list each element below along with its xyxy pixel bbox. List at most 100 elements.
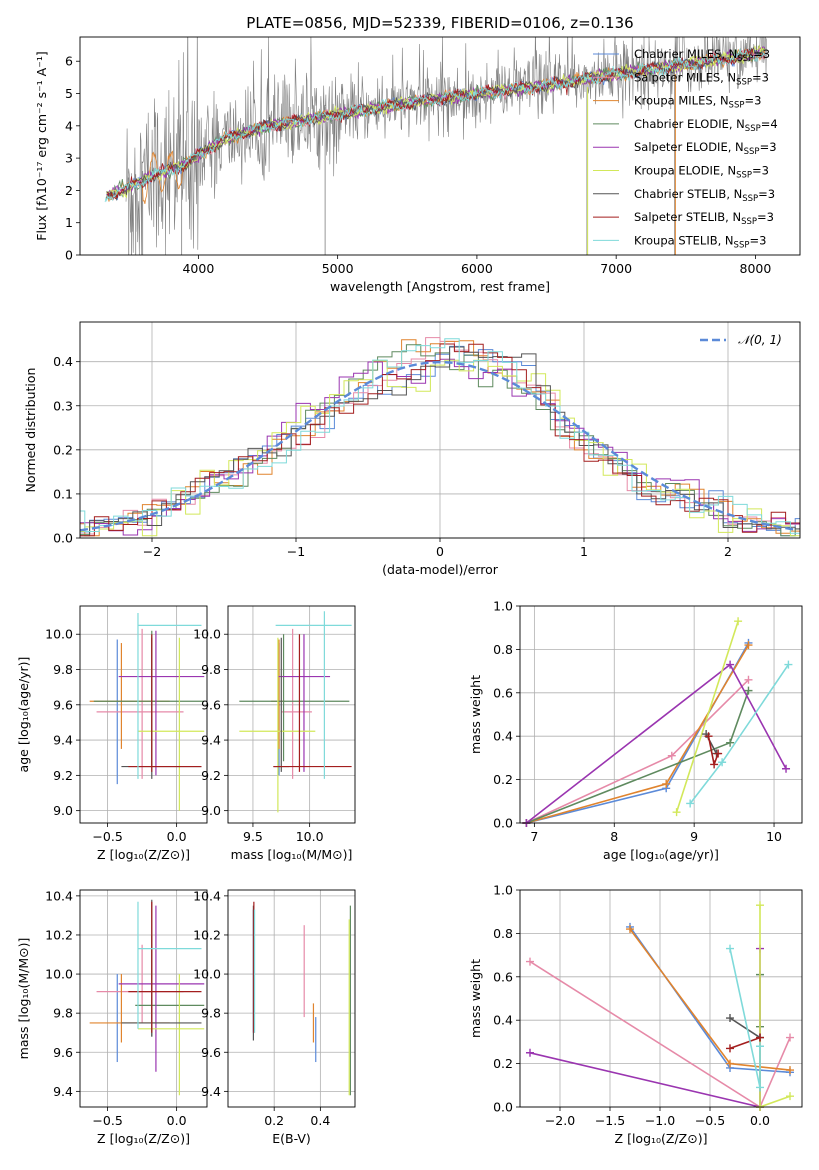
legend-label: Salpeter ELODIE, N — [634, 140, 744, 154]
y-tick-label: 9.6 — [201, 697, 221, 712]
axes-frame — [79, 36, 801, 256]
y-tick-label: 0.8 — [493, 926, 513, 941]
x-tick-label: −2 — [143, 544, 161, 559]
y-tick-label: 1 — [65, 215, 73, 230]
residual-histogram-5 — [80, 359, 800, 537]
legend-suffix: =3 — [749, 233, 766, 247]
legend-entry-8: Kroupa STELIB, NSSP=3 — [634, 233, 766, 250]
y-tick-label: 0.2 — [493, 772, 513, 787]
y-tick-label: 9.2 — [201, 768, 221, 783]
weight-marker-7 — [714, 749, 723, 758]
legend-label: Kroupa ELODIE, N — [634, 164, 736, 178]
weight-line-7 — [729, 1036, 761, 1050]
weight-marker-4 — [726, 660, 735, 669]
weight-marker-2 — [726, 1059, 734, 1068]
y-tick-label: 6 — [65, 54, 73, 69]
x-tick-label: −1.0 — [645, 1113, 675, 1128]
panel-weight_vs_Z: −2.0 −1.5 −1.0 −0.5 0.0 0.0 0.2 0.4 0.6 0.8 1.0 Z [… — [468, 883, 803, 1146]
x-tick-label: −0.5 — [92, 829, 122, 844]
weight-marker-2 — [626, 925, 634, 934]
y-tick-label: 0.4 — [53, 354, 73, 369]
panel-age_vs_mass: 9.5 10.0 9.0 9.2 9.4 9.6 9.8 10.0 mass [log₁₀(M/… — [193, 605, 356, 862]
y-tick-label: 0.2 — [53, 442, 73, 457]
y-tick-label: 9.4 — [201, 733, 221, 748]
x-tick-label: −1 — [287, 544, 305, 559]
legend-sub: SSP — [737, 54, 753, 64]
x-tick-label: 8000 — [740, 261, 772, 276]
weight-line-0 — [526, 642, 750, 823]
weight-marker-3 — [744, 686, 753, 695]
weight-marker-4 — [782, 764, 791, 773]
panel-age_vs_Z: −0.5 0.0 9.0 9.2 9.4 9.6 9.8 10.0 Z [log₁₀(Z/Z⊙)… — [16, 605, 208, 862]
x-axis-label: Z [log₁₀(Z/Z⊙)] — [615, 1131, 708, 1146]
weight-marker-8 — [718, 758, 727, 767]
legend-sub: SSP — [736, 171, 752, 181]
y-tick-label: 3 — [65, 151, 73, 166]
legend-entry-4: Salpeter ELODIE, NSSP=3 — [634, 140, 777, 157]
panel-mass_vs_ebv: 0.2 0.4 9.4 9.6 9.8 10.0 10.2 10.4 E(B-V) — [193, 888, 356, 1146]
legend-sub: SSP — [734, 240, 750, 250]
axes-frame — [519, 605, 803, 824]
weight-line-1 — [529, 960, 791, 1107]
weight-line-5 — [675, 620, 739, 813]
x-tick-label: 6000 — [461, 261, 493, 276]
y-tick-label: 4 — [65, 118, 73, 133]
y-tick-label: 9.6 — [53, 697, 73, 712]
legend-suffix: =3 — [752, 164, 769, 178]
legend-entry-2: Kroupa MILES, NSSP=3 — [634, 94, 761, 111]
x-tick-label: 5000 — [322, 261, 354, 276]
legend-entry-3: Chabrier ELODIE, NSSP=4 — [634, 117, 778, 134]
y-axis-label: mass weight — [468, 959, 483, 1038]
x-tick-label: 8 — [610, 829, 618, 844]
x-axis-label: age [log₁₀(age/yr)] — [603, 847, 719, 862]
y-tick-label: 0.6 — [493, 685, 513, 700]
weight-marker-7 — [710, 760, 719, 769]
legend-sub: SSP — [745, 124, 761, 134]
y-tick-label: 0 — [65, 248, 73, 263]
legend-suffix: =4 — [761, 117, 778, 131]
weight-marker-8 — [756, 1042, 764, 1051]
y-tick-label: 9.8 — [53, 662, 73, 677]
legend-label: Chabrier MILES, N — [634, 47, 737, 61]
weight-marker-1 — [526, 957, 534, 966]
model-spectrum-8 — [104, 48, 766, 203]
x-axis-label: (data-model)/error — [382, 562, 499, 577]
x-tick-label: −0.5 — [695, 1113, 725, 1128]
weight-line-6 — [729, 1017, 761, 1039]
weight-marker-1 — [786, 1033, 794, 1042]
y-tick-label: 10.0 — [193, 967, 221, 982]
legend-label: Chabrier ELODIE, N — [634, 117, 745, 131]
weight-line-5 — [759, 905, 791, 1107]
legend-suffix: =3 — [744, 94, 761, 108]
weight-line-4 — [529, 948, 761, 1107]
axes-frame — [79, 321, 801, 539]
panel-weight_vs_age: 7 8 9 10 0.0 0.2 0.4 0.6 0.8 1.0 age [log₁₀(age/yr… — [468, 599, 803, 862]
weight-marker-5 — [756, 901, 764, 910]
model-spectrum-7 — [106, 48, 766, 201]
x-tick-label: 0 — [436, 544, 444, 559]
y-tick-label: 0.4 — [493, 1013, 513, 1028]
y-tick-label: 9.6 — [201, 1045, 221, 1060]
weight-marker-7 — [756, 1033, 764, 1042]
x-tick-label: 0.0 — [750, 1113, 770, 1128]
weight-marker-6 — [726, 1014, 734, 1023]
y-tick-label: 10.2 — [45, 927, 73, 942]
axes-frame — [79, 605, 208, 824]
legend-label: Chabrier STELIB, N — [634, 187, 742, 201]
y-tick-label: 10.2 — [193, 927, 221, 942]
y-tick-label: 0.0 — [53, 531, 73, 546]
weight-marker-1 — [667, 751, 676, 760]
legend-suffix: =3 — [752, 70, 769, 84]
y-tick-label: 9.8 — [201, 1006, 221, 1021]
y-tick-label: 9.8 — [53, 1006, 73, 1021]
x-tick-label: 10 — [766, 829, 782, 844]
legend-label: Salpeter STELIB, N — [634, 210, 741, 224]
x-axis-label: Z [log₁₀(Z/Z⊙)] — [97, 847, 190, 862]
legend-sub: SSP — [729, 101, 745, 111]
axes-frame — [519, 889, 803, 1108]
y-axis-label: mass weight — [468, 675, 483, 754]
legend-suffix: =3 — [753, 47, 770, 61]
legend-entry-5: Kroupa ELODIE, NSSP=3 — [634, 164, 769, 181]
residual-histogram-8 — [80, 338, 800, 534]
